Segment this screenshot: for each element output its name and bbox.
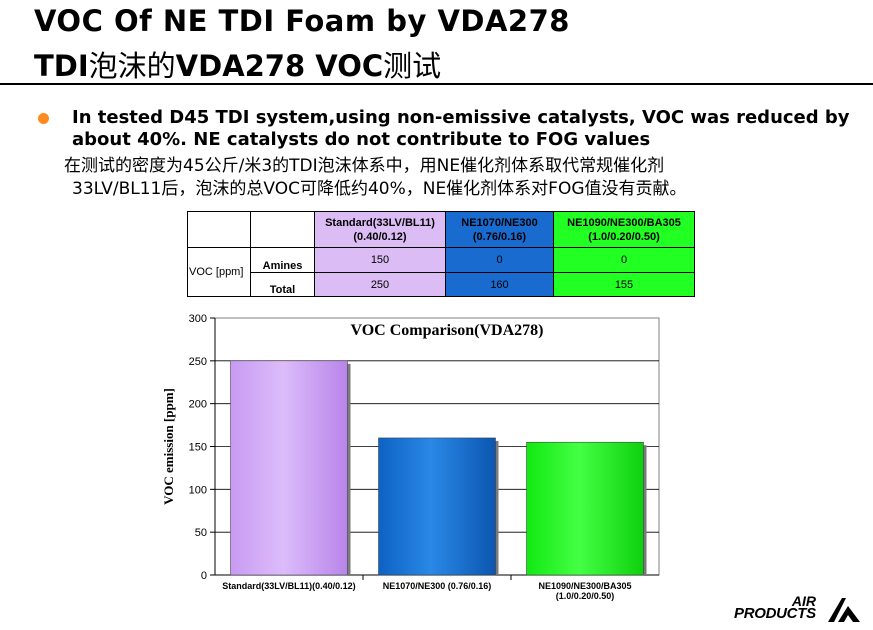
title-part-tdi: TDI [34, 49, 89, 83]
table-row-total: Total [250, 272, 315, 297]
x-tick-label: NE1090/NE300/BA305 [538, 581, 631, 591]
y-tick-label: 200 [189, 399, 207, 411]
table-header-ne1070: NE1070/NE300 (0.76/0.16) [445, 211, 554, 248]
header-name: Standard(33LV/BL11) [325, 216, 435, 229]
table-row-amines: Amines [250, 247, 315, 273]
bullet-dot-icon [38, 113, 49, 124]
y-axis-label: VOC emission [ppm] [161, 388, 176, 505]
y-tick-label: 150 [189, 442, 207, 454]
bullet-text-chinese-line1: 在测试的密度为45公斤/米3的TDI泡沫体系中，用NE催化剂体系取代常规催化剂 [64, 156, 665, 176]
table-cell: 150 [314, 247, 446, 273]
y-tick-label: 250 [189, 356, 207, 368]
slide-title-chinese: TDI泡沫的VDA278 VOC测试 [34, 43, 441, 85]
x-tick-label-line2: (1.0/0.20/0.50) [556, 591, 615, 601]
table-cell: 0 [553, 247, 695, 273]
table-header-ne1090: NE1090/NE300/BA305 (1.0/0.20/0.50) [553, 211, 695, 248]
logo-text-products: PRODUCTS [734, 605, 816, 622]
bullet-text-english: In tested D45 TDI system,using non-emiss… [72, 107, 850, 150]
y-tick-label: 50 [195, 527, 207, 539]
voc-table: Standard(33LV/BL11) (0.40/0.12) NE1070/N… [187, 211, 695, 297]
y-tick-label: 300 [189, 313, 207, 325]
table-cell: 250 [314, 272, 446, 297]
bar [230, 360, 348, 576]
logo-text-air: AIR [791, 593, 816, 609]
table-row-label: VOC [ppm] [187, 247, 251, 297]
table-cell: 0 [445, 247, 554, 273]
y-tick-label: 0 [201, 570, 207, 582]
bar [378, 437, 496, 576]
chart-title: VOC Comparison(VDA278) [350, 322, 543, 339]
table-cell: 155 [553, 272, 695, 297]
voc-bar-chart: 0 50 100 150 200 250 300 Standard(33LV/BL11)(0.… [161, 313, 660, 601]
bullet-text-chinese-line2: 33LV/BL11后，泡沫的总VOC可降低约40%，NE催化剂体系对FOG值没有… [72, 179, 687, 199]
x-tick-label: NE1070/NE300 (0.76/0.16) [383, 581, 492, 591]
slide-title-english: VOC Of NE TDI Foam by VDA278 [34, 4, 570, 38]
table-empty-cell [250, 211, 315, 248]
header-name: NE1090/NE300/BA305 [567, 216, 681, 229]
header-name: NE1070/NE300 [461, 216, 538, 229]
title-part-foam: 泡沫的 [88, 49, 176, 83]
title-part-vda: VDA278 VOC [175, 49, 384, 83]
header-ratio: (0.40/0.12) [353, 230, 407, 243]
y-tick-label: 100 [189, 484, 207, 496]
table-empty-cell [187, 211, 251, 248]
bar [526, 441, 644, 576]
x-tick-label: Standard(33LV/BL11)(0.40/0.12) [222, 581, 355, 591]
logo-mark-icon [828, 598, 860, 622]
header-ratio: (1.0/0.20/0.50) [588, 230, 660, 243]
table-cell: 160 [445, 272, 554, 297]
title-part-test: 测试 [383, 49, 442, 83]
title-divider [0, 83, 873, 85]
header-ratio: (0.76/0.16) [472, 230, 527, 243]
air-products-logo: AIR PRODUCTS [734, 592, 864, 626]
table-header-standard: Standard(33LV/BL11) (0.40/0.12) [314, 211, 446, 248]
